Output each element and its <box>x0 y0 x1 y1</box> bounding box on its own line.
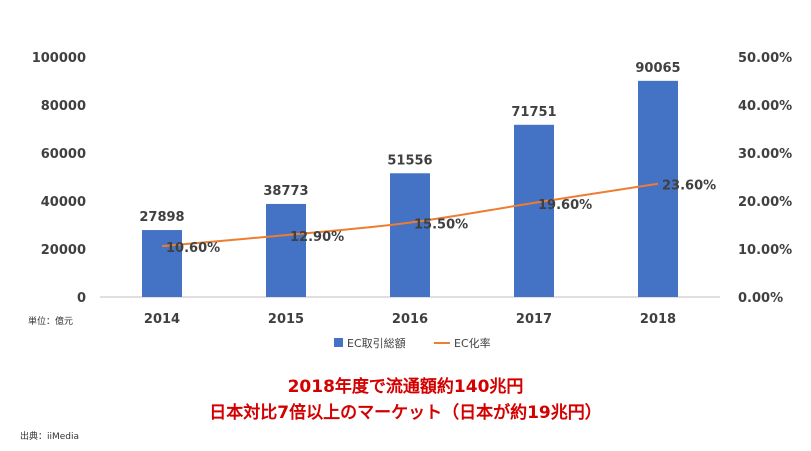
source-label: 出典：iiMedia <box>20 432 80 442</box>
y2-tick-label: 0.00% <box>738 291 783 306</box>
chart: 0 20000 40000 60000 80000 100000 0.00% 10.00% 20… <box>32 51 792 350</box>
bar-data-label: 51556 <box>387 153 432 168</box>
bar <box>266 203 306 297</box>
x-tick-label: 2018 <box>640 312 676 327</box>
headline-line-1: 2018年度で流通額約140兆円 <box>287 377 524 397</box>
x-tick-label: 2014 <box>144 312 180 327</box>
x-tick-label: 2017 <box>516 312 552 327</box>
bar <box>638 80 678 298</box>
rate-line <box>161 182 659 248</box>
line-data-label: 15.50% <box>414 218 468 233</box>
y-tick-label: 40000 <box>41 195 86 210</box>
y2-tick-label: 10.00% <box>738 243 792 258</box>
y2-tick-label: 20.00% <box>738 195 792 210</box>
bar-data-label: 38773 <box>263 184 308 199</box>
y2-tick-label: 40.00% <box>738 99 792 114</box>
legend-line-label: EC化率 <box>454 336 491 350</box>
y2-tick-label: 50.00% <box>738 51 792 66</box>
y2-tick-label: 30.00% <box>738 147 792 162</box>
y-tick-label: 100000 <box>32 51 86 66</box>
unit-label: 単位：億元 <box>28 317 74 327</box>
x-tick-label: 2016 <box>392 312 428 327</box>
bar <box>514 124 554 297</box>
bar-data-label: 90065 <box>635 61 680 76</box>
line-data-label: 23.60% <box>662 179 716 194</box>
bar-data-label: 27898 <box>139 210 184 225</box>
y-tick-label: 80000 <box>41 99 86 114</box>
bar <box>142 230 182 297</box>
legend-bar-swatch <box>334 338 343 347</box>
line-data-label: 19.60% <box>538 198 592 213</box>
y-tick-label: 60000 <box>41 147 86 162</box>
line-data-label: 10.60% <box>166 241 220 256</box>
bar <box>390 173 430 297</box>
headline-line-2: 日本対比7倍以上のマーケット（日本が約19兆円） <box>209 403 602 423</box>
line-data-label: 12.90% <box>290 230 344 245</box>
y-tick-label: 0 <box>77 291 86 306</box>
bar-data-label: 71751 <box>511 105 556 120</box>
y-tick-label: 20000 <box>41 243 86 258</box>
legend-bar-label: EC取引総額 <box>347 336 406 350</box>
x-tick-label: 2015 <box>268 312 304 327</box>
